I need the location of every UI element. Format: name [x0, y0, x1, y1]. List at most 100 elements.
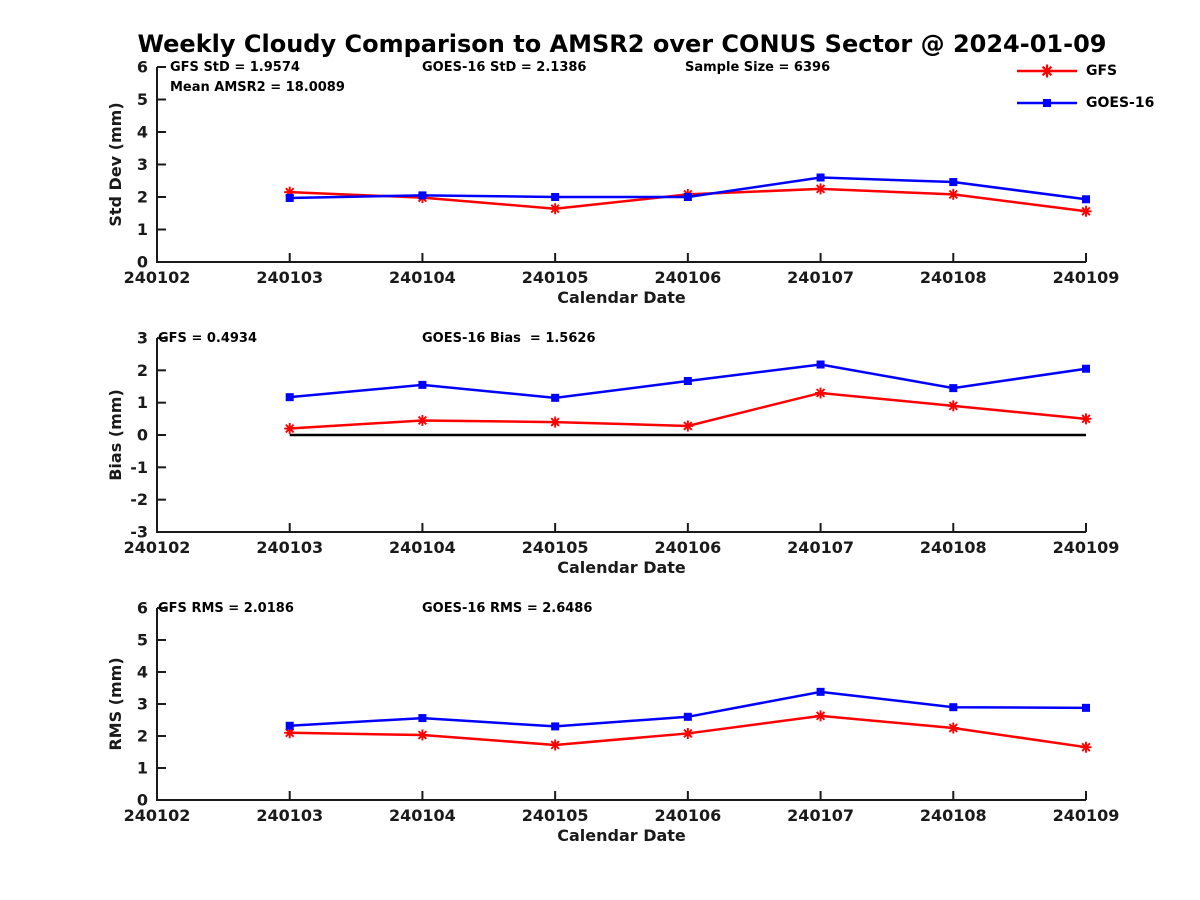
gfs-asterisk-marker [284, 727, 296, 739]
rms-annotation: GFS RMS = 2.0186 [158, 601, 294, 616]
gfs-asterisk-marker [682, 727, 694, 739]
y-tick-label: 3 [137, 329, 148, 348]
std-dev-annotation: GFS StD = 1.9574 [170, 60, 300, 75]
x-tick-label: 240102 [124, 268, 191, 287]
gfs-asterisk-marker [1080, 205, 1092, 217]
legend-label-gfs: GFS [1086, 63, 1118, 79]
x-tick-label: 240105 [522, 268, 589, 287]
goes-16-square-marker [949, 703, 958, 712]
x-tick-label: 240108 [920, 268, 987, 287]
x-tick-label: 240104 [389, 538, 456, 557]
goes-16-square-marker [816, 173, 825, 182]
std-dev-annotation: Mean AMSR2 = 18.0089 [170, 80, 345, 95]
goes-16-square-marker [551, 193, 560, 201]
std-dev-annotation: GOES-16 StD = 2.1386 [422, 60, 586, 75]
gfs-asterisk-marker [284, 186, 296, 198]
gfs-asterisk-marker [947, 188, 959, 200]
x-tick-label: 240106 [654, 268, 721, 287]
x-tick-label: 240106 [654, 538, 721, 557]
y-tick-label: 2 [137, 188, 148, 207]
y-tick-label: 5 [137, 631, 148, 650]
gfs-asterisk-marker [549, 203, 561, 215]
goes-16-square-marker [683, 193, 692, 201]
y-tick-label: 5 [137, 90, 148, 109]
goes-16-square-marker [1082, 703, 1090, 712]
x-axis-label: Calendar Date [557, 288, 686, 307]
goes-16-series-line [289, 690, 1087, 728]
y-axis-label: RMS (mm) [106, 657, 125, 750]
y-tick-label: 1 [137, 393, 148, 412]
y-tick-label: 0 [137, 253, 148, 272]
gfs-asterisk-marker [815, 183, 827, 195]
goes-16-square-marker [683, 377, 692, 386]
square-marker-icon [1043, 99, 1051, 107]
x-tick-label: 240107 [787, 538, 854, 557]
x-tick-label: 240104 [389, 268, 456, 287]
gfs-legend-swatch [1017, 64, 1077, 78]
goes-16-square-marker [1082, 195, 1090, 204]
figure-title: Weekly Cloudy Comparison to AMSR2 over C… [137, 30, 1107, 58]
y-tick-label: -2 [130, 490, 148, 509]
y-tick-label: 3 [137, 155, 148, 174]
y-tick-label: 4 [137, 123, 148, 142]
gfs-asterisk-marker [1080, 413, 1092, 425]
bias-annotation: GOES-16 Bias = 1.5626 [422, 331, 596, 346]
y-axis-label: Bias (mm) [106, 389, 125, 481]
x-tick-label: 240104 [389, 806, 456, 825]
goes-16-legend-swatch [1017, 99, 1077, 107]
y-tick-label: -1 [130, 458, 148, 477]
gfs-asterisk-marker [416, 729, 428, 741]
x-tick-label: 240102 [124, 806, 191, 825]
goes-16-square-marker [816, 687, 825, 696]
x-tick-label: 240103 [256, 538, 323, 557]
y-tick-label: 0 [137, 426, 148, 445]
rms-annotation: GOES-16 RMS = 2.6486 [422, 601, 592, 616]
y-tick-label: 2 [137, 361, 148, 380]
std-dev-plot: 0 1 2 3 4 5 6 240102 240103 240104 240105 240106 240… [106, 58, 1119, 308]
asterisk-marker-icon [1040, 64, 1054, 78]
goes-16-square-marker [418, 714, 427, 723]
std-dev-axes [156, 67, 1086, 263]
x-axis-label: Calendar Date [557, 558, 686, 577]
y-tick-label: 3 [137, 695, 148, 714]
y-tick-label: 0 [137, 791, 148, 810]
gfs-asterisk-marker [416, 414, 428, 426]
gfs-asterisk-marker [947, 722, 959, 734]
x-tick-label: 240105 [522, 538, 589, 557]
x-tick-label: 240109 [1053, 268, 1120, 287]
gfs-asterisk-marker [284, 423, 296, 435]
y-tick-label: -3 [130, 523, 148, 542]
legend-item-goes-16: GOES-16 [1014, 92, 1154, 114]
goes-16-square-marker [285, 193, 294, 202]
goes-16-square-marker [683, 712, 692, 721]
x-tick-label: 240108 [920, 538, 987, 557]
x-tick-label: 240105 [522, 806, 589, 825]
y-tick-label: 1 [137, 220, 148, 239]
y-tick-label: 4 [137, 663, 148, 682]
legend: GFS GOES-16 [1014, 60, 1154, 114]
x-tick-label: 240106 [654, 806, 721, 825]
x-tick-label: 240103 [256, 268, 323, 287]
bias-plot: -3 -2 -1 0 1 2 3 240102 240103 240104 240105 240106… [106, 329, 1119, 578]
std-dev-annotation: Sample Size = 6396 [685, 60, 830, 75]
x-tick-label: 240102 [124, 538, 191, 557]
goes-16-square-marker [285, 721, 294, 730]
y-tick-label: 2 [137, 727, 148, 746]
goes-16-square-marker [551, 393, 560, 402]
gfs-asterisk-marker [1080, 741, 1092, 753]
y-tick-label: 6 [137, 58, 148, 77]
y-tick-label: 6 [137, 599, 148, 618]
legend-label-goes-16: GOES-16 [1086, 95, 1155, 111]
goes-16-square-marker [418, 191, 427, 200]
goes-16-square-marker [949, 384, 958, 393]
x-tick-label: 240107 [787, 268, 854, 287]
rms-plot: 0 1 2 3 4 5 6 240102 240103 240104 240105 240106 240… [106, 599, 1119, 846]
gfs-asterisk-marker [549, 416, 561, 428]
bias-annotation: GFS = 0.4934 [158, 331, 257, 346]
goes-16-square-marker [949, 178, 958, 187]
goes-16-square-marker [285, 393, 294, 402]
gfs-asterisk-marker [815, 710, 827, 722]
y-tick-label: 1 [137, 759, 148, 778]
